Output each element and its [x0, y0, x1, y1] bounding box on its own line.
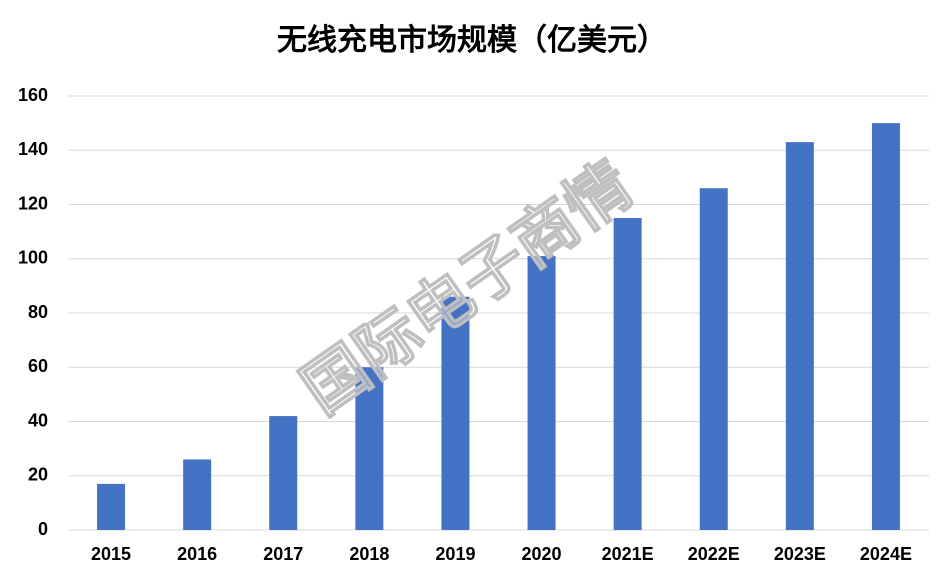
y-tick-label: 80 — [28, 302, 48, 322]
x-tick-label: 2022E — [688, 544, 740, 564]
bar — [527, 256, 556, 530]
y-tick-label: 120 — [18, 193, 48, 213]
bar — [785, 142, 814, 531]
x-tick-label: 2016 — [177, 544, 217, 564]
x-tick-label: 2021E — [602, 544, 654, 564]
y-tick-label: 60 — [28, 356, 48, 376]
x-tick-label: 2018 — [349, 544, 389, 564]
y-tick-label: 20 — [28, 465, 48, 485]
x-tick-label: 2019 — [435, 544, 475, 564]
bar — [441, 296, 470, 530]
chart-title: 无线充电市场规模（亿美元） — [277, 23, 667, 57]
y-tick-label: 140 — [18, 139, 48, 159]
x-tick-label: 2023E — [774, 544, 826, 564]
x-tick-label: 2020 — [522, 544, 562, 564]
y-tick-label: 100 — [18, 248, 48, 268]
y-tick-label: 160 — [18, 85, 48, 105]
bar — [183, 459, 212, 530]
bar — [97, 483, 126, 530]
x-tick-label: 2017 — [263, 544, 303, 564]
bar — [699, 188, 728, 530]
bar — [355, 367, 384, 530]
y-tick-label: 40 — [28, 410, 48, 430]
x-tick-label: 2015 — [91, 544, 131, 564]
x-tick-label: 2024E — [860, 544, 912, 564]
bar — [871, 123, 900, 530]
bar — [269, 416, 298, 530]
y-tick-label: 0 — [38, 519, 48, 539]
bar — [613, 218, 642, 530]
